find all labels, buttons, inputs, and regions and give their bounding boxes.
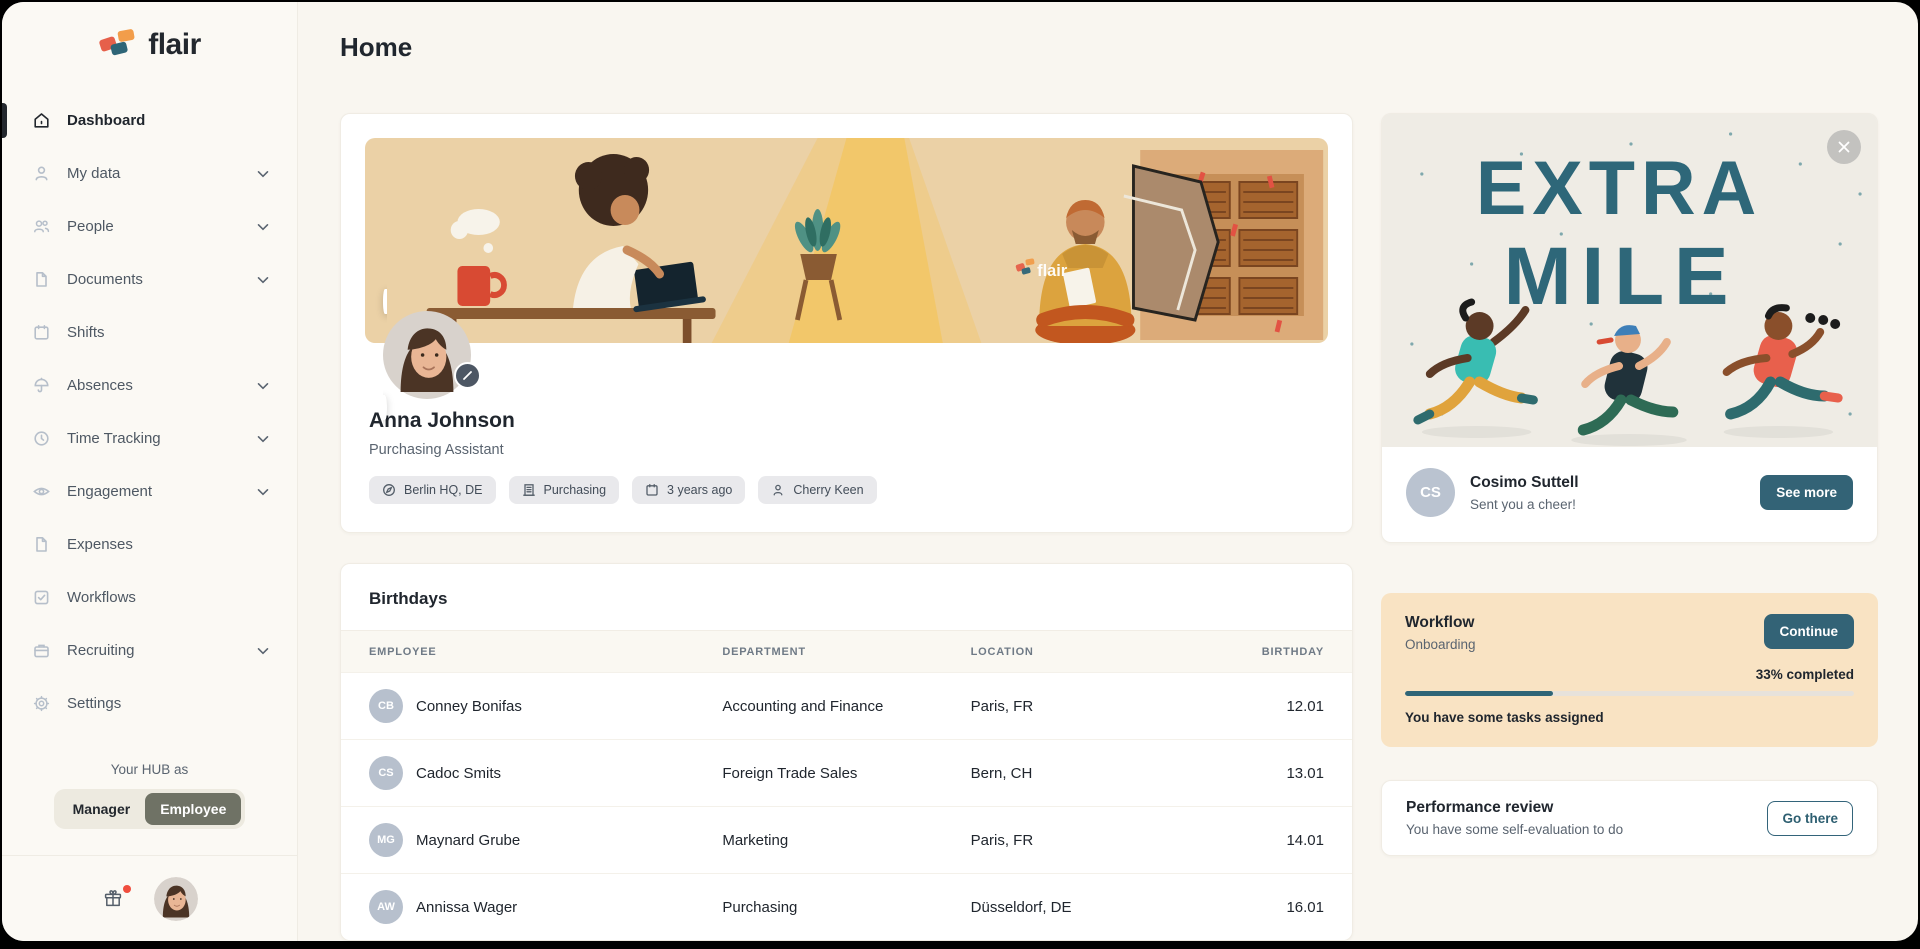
manager-badge: Cherry Keen xyxy=(758,476,877,504)
flair-logo[interactable]: flair xyxy=(2,2,297,80)
chevron-down-icon xyxy=(257,435,269,443)
department-badge: Purchasing xyxy=(508,476,620,504)
main-content: Home xyxy=(298,2,1918,941)
workflow-note: You have some tasks assigned xyxy=(1405,710,1604,725)
sidebar-item-dashboard[interactable]: Dashboard xyxy=(2,94,297,147)
document-icon xyxy=(32,270,51,289)
profile-badges: Berlin HQ, DE Purchasing 3 years ago xyxy=(369,476,1328,504)
tenure-badge: 3 years ago xyxy=(632,476,746,504)
employee-name: Anna Johnson xyxy=(369,409,515,432)
sidebar-item-expenses[interactable]: Expenses xyxy=(2,518,297,571)
table-row[interactable]: CB Conney Bonifas Accounting and Finance … xyxy=(341,672,1352,739)
gift-icon[interactable] xyxy=(102,884,131,910)
user-icon xyxy=(771,483,785,497)
sidebar-item-documents[interactable]: Documents xyxy=(2,253,297,306)
hub-switcher: Your HUB as Manager Employee xyxy=(2,762,297,855)
continue-button[interactable]: Continue xyxy=(1763,614,1854,649)
workflow-subtitle: Onboarding xyxy=(1405,637,1476,652)
umbrella-icon xyxy=(32,376,51,395)
table-row[interactable]: CS Cadoc Smits Foreign Trade Sales Bern, … xyxy=(341,739,1352,806)
avatar: CS xyxy=(1406,468,1455,517)
clock-icon xyxy=(32,429,51,448)
see-more-button[interactable]: See more xyxy=(1760,475,1853,510)
birthdays-table-header: EMPLOYEE DEPARTMENT LOCATION BIRTHDAY xyxy=(341,631,1352,672)
edit-avatar-button[interactable] xyxy=(454,362,481,389)
home-icon xyxy=(32,111,51,130)
current-user-avatar[interactable] xyxy=(153,876,198,921)
performance-subtitle: You have some self-evaluation to do xyxy=(1406,822,1624,837)
avatar: CB xyxy=(369,689,403,723)
avatar: CS xyxy=(369,756,403,790)
extra-mile-illustration: EXTRA MILE xyxy=(1382,114,1877,447)
hub-toggle: Manager Employee xyxy=(53,789,246,829)
gear-icon xyxy=(32,694,51,713)
svg-text:EXTRA: EXTRA xyxy=(1476,146,1762,231)
calendar-icon xyxy=(32,323,51,342)
performance-review-card: Performance review You have some self-ev… xyxy=(1381,780,1878,856)
hub-employee-button[interactable]: Employee xyxy=(145,793,242,825)
sidebar-footer xyxy=(2,855,297,941)
flair-logo-icon xyxy=(98,28,138,62)
birthdays-card: Birthdays EMPLOYEE DEPARTMENT LOCATION B… xyxy=(340,563,1353,941)
close-icon[interactable] xyxy=(1827,130,1861,164)
performance-title: Performance review xyxy=(1406,799,1554,816)
table-row[interactable]: AW Annissa Wager Purchasing Düsseldorf, D… xyxy=(341,873,1352,940)
employee-role: Purchasing Assistant xyxy=(369,442,504,458)
profile-avatar xyxy=(383,289,481,420)
sidebar-item-people[interactable]: People xyxy=(2,200,297,253)
sidebar-item-recruiting[interactable]: Recruiting xyxy=(2,624,297,677)
workflow-card: Workflow Onboarding Continue 33% complet… xyxy=(1381,593,1878,747)
sidebar-item-engagement[interactable]: Engagement xyxy=(2,465,297,518)
table-row[interactable]: MG Maynard Grube Marketing Paris, FR 14.0… xyxy=(341,806,1352,873)
progress-label: 33% completed xyxy=(1755,667,1854,682)
avatar: MG xyxy=(369,823,403,857)
avatar: AW xyxy=(369,890,403,924)
cheer-card: EXTRA MILE xyxy=(1381,113,1878,543)
page-title: Home xyxy=(340,32,413,62)
profile-banner-illustration: flair xyxy=(365,138,1328,343)
sidebar-item-workflows[interactable]: Workflows xyxy=(2,571,297,624)
hub-manager-button[interactable]: Manager xyxy=(58,793,146,825)
sidebar-item-time-tracking[interactable]: Time Tracking xyxy=(2,412,297,465)
building-icon xyxy=(522,483,536,497)
chevron-down-icon xyxy=(257,276,269,284)
chevron-down-icon xyxy=(257,488,269,496)
check-square-icon xyxy=(32,588,51,607)
svg-text:flair: flair xyxy=(1037,261,1067,280)
sidebar-item-shifts[interactable]: Shifts xyxy=(2,306,297,359)
eye-icon xyxy=(32,482,51,501)
progress-bar xyxy=(1405,691,1854,696)
workflow-title: Workflow xyxy=(1405,614,1475,631)
sidebar-item-absences[interactable]: Absences xyxy=(2,359,297,412)
location-badge: Berlin HQ, DE xyxy=(369,476,496,504)
cheer-sender-name: Cosimo Suttell xyxy=(1470,473,1579,491)
user-icon xyxy=(32,164,51,183)
go-there-button[interactable]: Go there xyxy=(1767,800,1853,836)
birthdays-title: Birthdays xyxy=(369,589,448,608)
chevron-down-icon xyxy=(257,170,269,178)
chevron-down-icon xyxy=(257,223,269,231)
calendar-icon xyxy=(645,483,659,497)
progress-fill xyxy=(1405,691,1554,696)
chevron-down-icon xyxy=(257,647,269,655)
sidebar-nav: Dashboard My data People Documents Shift… xyxy=(2,94,297,730)
users-icon xyxy=(32,217,51,236)
sidebar-item-settings[interactable]: Settings xyxy=(2,677,297,730)
location-icon xyxy=(382,483,396,497)
sidebar: flair Dashboard My data People Documents xyxy=(2,2,298,941)
document-icon xyxy=(32,535,51,554)
cheer-footer: CS Cosimo Suttell Sent you a cheer! See … xyxy=(1382,447,1877,542)
chevron-down-icon xyxy=(257,382,269,390)
hub-label: Your HUB as xyxy=(110,762,189,777)
logo-wordmark: flair xyxy=(148,28,201,61)
svg-text:MILE: MILE xyxy=(1504,231,1739,322)
notification-dot xyxy=(122,884,131,893)
briefcase-icon xyxy=(32,641,51,660)
sidebar-item-my-data[interactable]: My data xyxy=(2,147,297,200)
profile-card: flair Anna Johnson Purchasing Assis xyxy=(340,113,1353,533)
cheer-message: Sent you a cheer! xyxy=(1470,496,1576,512)
profile-avatar-photo xyxy=(383,289,479,420)
